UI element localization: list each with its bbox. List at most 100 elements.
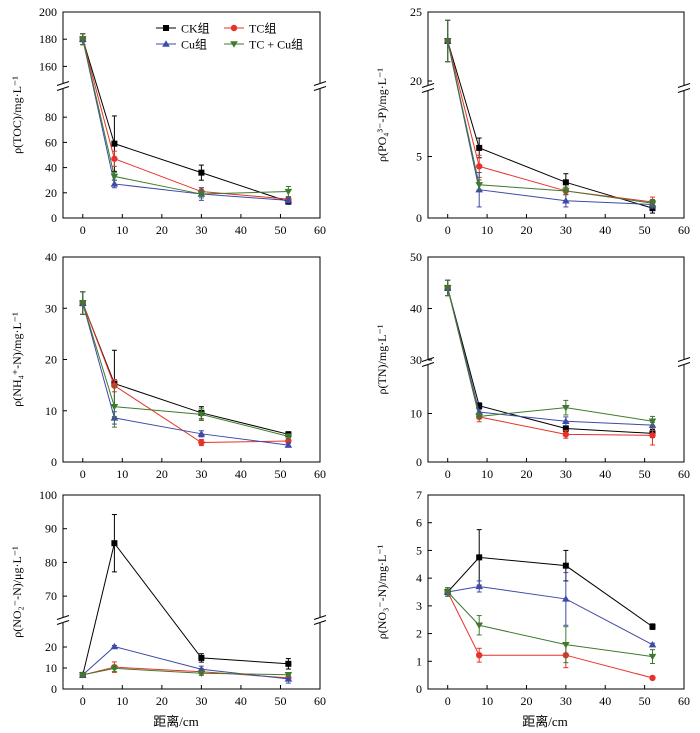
x-tick-label: 30 xyxy=(560,467,572,481)
data-point-cu xyxy=(475,408,483,415)
y-tick-label: 160 xyxy=(39,59,57,73)
y-tick-label: 80 xyxy=(45,555,57,569)
series-cu xyxy=(443,279,657,429)
plot-frame xyxy=(62,11,321,219)
series-ck xyxy=(79,291,292,438)
y-tick-label: 0 xyxy=(416,211,422,225)
axis-break-mask-left xyxy=(422,359,434,365)
x-tick-label: 40 xyxy=(599,694,611,708)
axis-break-mark xyxy=(421,88,435,93)
data-point-tc xyxy=(649,432,656,439)
series-tccu xyxy=(78,291,293,441)
plot-frame xyxy=(62,256,321,463)
y-tick-label: 0 xyxy=(51,455,57,469)
data-point-ck xyxy=(285,660,292,667)
series-line-tccu xyxy=(447,591,653,658)
legend-marker-tccu xyxy=(230,41,238,48)
data-point-cu xyxy=(284,196,293,204)
y-tick-label: 4 xyxy=(416,571,422,585)
x-tick-label: 30 xyxy=(195,223,207,237)
data-point-cu xyxy=(648,640,657,648)
axis-break-mark xyxy=(677,357,691,362)
series-tccu xyxy=(443,279,657,427)
data-point-ck xyxy=(562,425,569,432)
series-tccu xyxy=(443,587,657,665)
x-tick-label: 50 xyxy=(639,467,651,481)
data-point-tccu xyxy=(443,38,452,45)
y-tick-label: 20 xyxy=(45,186,57,200)
x-tick-label: 10 xyxy=(116,694,128,708)
axis-break-mask-right xyxy=(314,83,326,89)
legend-label-tccu: TC + Cu组 xyxy=(249,38,303,52)
y-tick-label: 3 xyxy=(416,599,422,613)
y-tick-label: 40 xyxy=(45,161,57,175)
x-tick-label: 40 xyxy=(599,467,611,481)
data-point-cu xyxy=(284,441,293,448)
axis-break-mask-right xyxy=(678,359,690,365)
series-tc xyxy=(79,33,292,203)
series-line-ck xyxy=(447,40,653,209)
data-point-tccu xyxy=(475,622,483,629)
x-tick-label: 10 xyxy=(481,223,493,237)
x-tick-label: 20 xyxy=(520,694,532,708)
y-tick-label: 80 xyxy=(45,110,57,124)
data-point-cu xyxy=(110,642,119,650)
data-point-ck xyxy=(111,140,118,147)
x-tick-label: 0 xyxy=(445,694,451,708)
axis-break-mask-right xyxy=(314,617,326,623)
x-tick-label: 50 xyxy=(639,694,651,708)
y-tick-label: 40 xyxy=(45,250,57,264)
legend-marker-cu xyxy=(162,40,170,47)
y-tick-label: 30 xyxy=(410,353,422,367)
y-tick-label: 5 xyxy=(416,150,422,164)
y-tick-label: 100 xyxy=(39,488,57,502)
legend-label-ck: CK组 xyxy=(181,22,210,36)
x-tick-label: 0 xyxy=(80,223,86,237)
series-line-tc xyxy=(82,302,289,444)
data-point-ck xyxy=(476,402,483,409)
series-line-cu xyxy=(447,287,653,426)
x-tick-label: 30 xyxy=(195,694,207,708)
data-point-tccu xyxy=(110,665,119,673)
series-tc xyxy=(444,587,656,682)
y-tick-label: 6 xyxy=(416,516,422,530)
y-tick-label: 0 xyxy=(416,455,422,469)
y-tick-label: 50 xyxy=(410,250,422,264)
data-point-cu xyxy=(562,595,570,602)
x-tick-label: 30 xyxy=(560,223,572,237)
panel-5: 0 10 20 30 40 50 60 0 10 20 70 80 90 100 ρ(NO₂⁻-N)/μg·… xyxy=(10,488,327,708)
data-point-tccu xyxy=(562,641,570,649)
x-axis-label-right: 距离/cm xyxy=(522,714,568,729)
data-point-ck xyxy=(562,179,569,186)
data-point-tccu xyxy=(284,188,293,196)
plot-frame xyxy=(427,494,685,690)
series-ck xyxy=(79,33,292,205)
series-ck xyxy=(444,529,656,630)
data-point-tc xyxy=(649,674,656,682)
legend-marker-tc xyxy=(230,24,238,32)
series-tccu xyxy=(443,19,657,208)
axis-break-mark xyxy=(677,362,691,367)
series-line-tc xyxy=(447,591,653,679)
series-line-ck xyxy=(82,542,289,676)
legend-label-cu: Cu组 xyxy=(181,38,207,52)
series-line-tc xyxy=(447,40,653,203)
legend-entry-tc: TC组 xyxy=(224,22,276,36)
x-tick-label: 10 xyxy=(481,694,493,708)
series-ck xyxy=(79,514,292,678)
data-point-tc xyxy=(562,431,570,438)
data-point-tccu xyxy=(284,672,293,679)
axis-break-mark xyxy=(421,362,435,367)
x-tick-label: 60 xyxy=(314,223,326,237)
x-axis-label-left: 距离/cm xyxy=(153,714,199,729)
data-point-tccu xyxy=(197,411,206,419)
y-tick-label: 0 xyxy=(416,682,422,696)
y-axis-label: ρ(NO₃⁻-N)/mg·L⁻¹ xyxy=(375,544,389,639)
axis-break-mask-left xyxy=(422,85,434,91)
y-tick-label: 90 xyxy=(45,522,57,536)
y-tick-label: 1 xyxy=(416,654,422,668)
data-point-cu xyxy=(562,417,570,424)
y-tick-label: 2 xyxy=(416,627,422,641)
axis-break-mark xyxy=(313,620,327,625)
x-tick-label: 50 xyxy=(274,467,286,481)
